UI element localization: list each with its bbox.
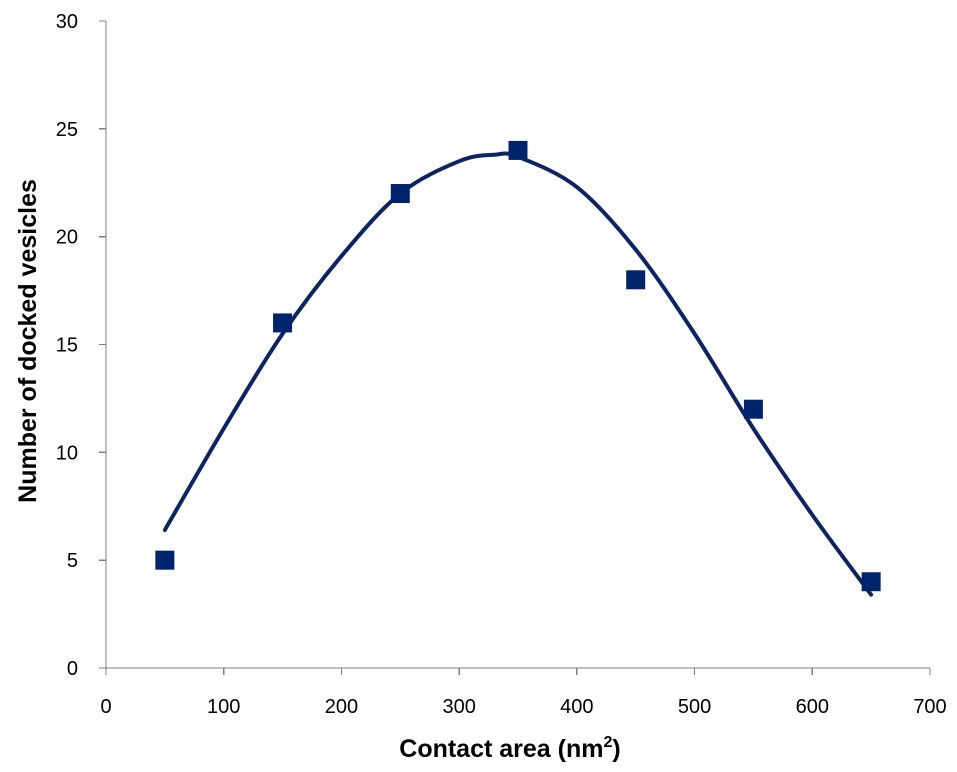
x-tick-label: 0 (100, 696, 111, 718)
data-point-marker (508, 140, 528, 160)
y-tick-label: 30 (56, 11, 78, 33)
y-tick-label: 20 (56, 227, 78, 249)
x-tick-label: 600 (796, 696, 829, 718)
x-tick-label: 400 (560, 696, 593, 718)
y-tick-label: 25 (56, 119, 78, 141)
x-tick-label: 700 (913, 696, 946, 718)
y-tick-label: 5 (67, 550, 78, 572)
data-point-marker (273, 313, 293, 333)
fit-curve (162, 151, 874, 597)
x-tick-label: 100 (207, 696, 240, 718)
x-axis-title-main: Contact area (nm (399, 735, 603, 763)
y-tick-label: 10 (56, 442, 78, 464)
x-axis-title-superscript: 2 (603, 734, 612, 751)
x-tick-label: 200 (325, 696, 358, 718)
data-point-marker (390, 184, 410, 204)
fit-line-layer (162, 151, 874, 597)
data-point-marker (743, 399, 763, 419)
x-tick-label: 500 (678, 696, 711, 718)
x-axis-title-suffix: ) (612, 735, 620, 763)
x-tick-label: 300 (442, 696, 475, 718)
data-points (155, 140, 881, 592)
data-point-marker (626, 270, 646, 290)
axes (105, 21, 930, 669)
y-axis-title: Number of docked vesicles (14, 179, 42, 503)
y-tick-label: 15 (56, 335, 78, 357)
x-axis-title: Contact area (nm2) (399, 734, 620, 763)
data-point-marker (155, 550, 175, 570)
data-point-marker (861, 572, 881, 592)
y-tick-label: 0 (67, 658, 78, 680)
